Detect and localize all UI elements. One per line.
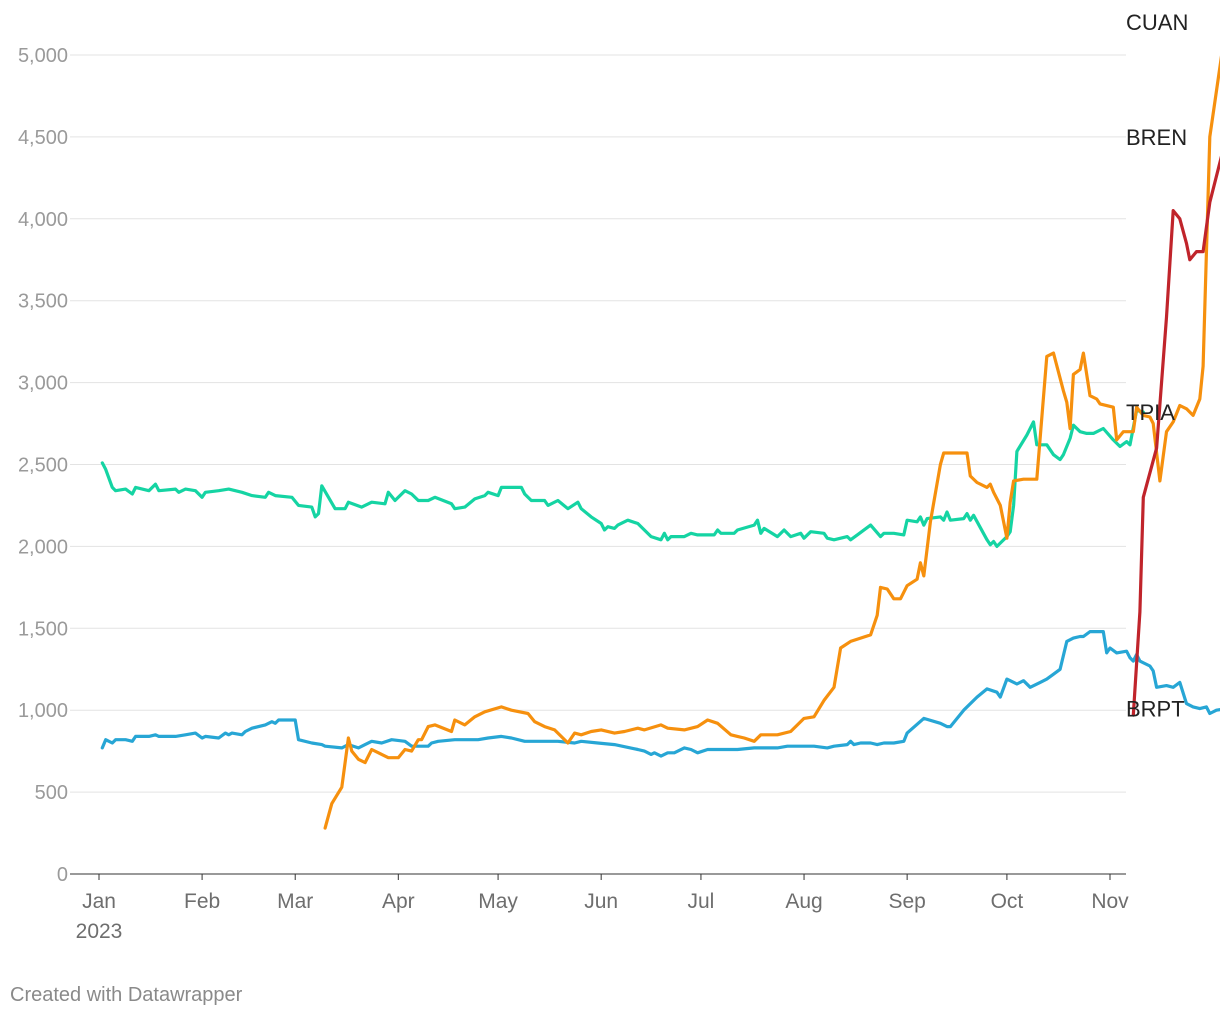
series-label-cuan: CUAN (1126, 10, 1188, 35)
y-tick-label: 4,500 (18, 127, 68, 149)
line-chart: 0 500 1,000 1,500 2,000 2,500 3,000 3,500 4,000 4… (18, 10, 1220, 943)
series-label-tpia: TPIA (1126, 400, 1175, 425)
x-tick-label: Jul (688, 890, 715, 913)
series-labels: TPIA BRPT CUAN BREN (1126, 10, 1188, 721)
y-axis: 0 500 1,000 1,500 2,000 2,500 3,000 3,500 4,000 4… (18, 45, 68, 886)
x-axis: Jan Feb Mar Apr May Jun Jul Aug Sep Oct Nov 2023 (76, 874, 1129, 943)
series-line-bren (1131, 155, 1220, 717)
gridlines (70, 54, 1126, 875)
series-line-brpt (100, 630, 1220, 758)
y-tick-label: 500 (35, 782, 68, 804)
series-lines (100, 55, 1220, 830)
x-tick-label: Sep (888, 890, 925, 913)
x-tick-label: Aug (785, 890, 822, 913)
y-tick-label: 3,000 (18, 373, 68, 395)
x-tick-label: Mar (277, 890, 313, 913)
y-tick-label: 5,000 (18, 45, 68, 67)
y-tick-label: 3,500 (18, 291, 68, 313)
series-line-cuan (323, 55, 1220, 830)
x-tick-label: Apr (382, 890, 415, 913)
x-tick-label: Jun (584, 890, 618, 913)
x-year-label: 2023 (76, 920, 123, 943)
y-tick-label: 1,500 (18, 618, 68, 640)
x-tick-label: Oct (991, 890, 1024, 913)
y-tick-label: 2,500 (18, 455, 68, 477)
y-tick-label: 4,000 (18, 209, 68, 231)
x-tick-label: Jan (82, 890, 116, 913)
y-tick-label: 1,000 (18, 700, 68, 722)
x-tick-label: Feb (184, 890, 220, 913)
x-tick-label: Nov (1091, 890, 1129, 913)
y-tick-label: 2,000 (18, 536, 68, 558)
series-label-brpt: BRPT (1126, 697, 1185, 722)
series-label-bren: BREN (1126, 125, 1187, 150)
x-tick-label: May (478, 890, 518, 913)
y-tick-label: 0 (57, 864, 68, 886)
footer-credit: Created with Datawrapper (10, 984, 243, 1006)
series-line-tpia (100, 408, 1145, 548)
